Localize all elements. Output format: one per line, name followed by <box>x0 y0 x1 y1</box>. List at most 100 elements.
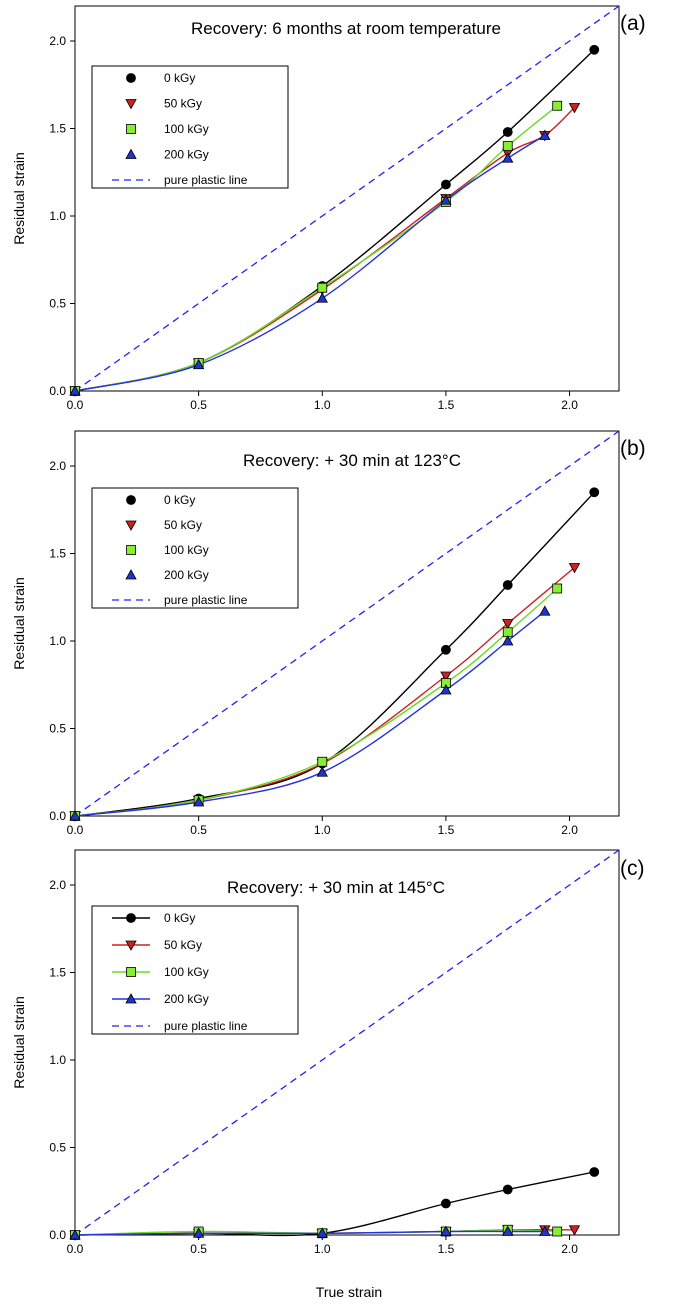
legend-marker <box>126 913 136 923</box>
x-tick-label: 0.5 <box>190 823 207 837</box>
data-point-3 <box>440 684 452 695</box>
y-tick-label: 1.5 <box>49 966 66 980</box>
data-point-1 <box>568 1225 581 1236</box>
legend: 0 kGy 50 kGy 100 kGy 200 kGy pure plastic li… <box>91 487 299 609</box>
data-point-3 <box>69 385 81 396</box>
legend-label: 100 kGy <box>164 122 209 136</box>
data-point-0 <box>441 179 451 190</box>
legend-marker <box>126 73 136 83</box>
x-tick-label: 0.0 <box>67 398 84 412</box>
data-point-3 <box>539 1225 551 1236</box>
y-tick-label: 0.5 <box>49 297 66 311</box>
x-tick-label: 0.5 <box>190 398 207 412</box>
y-tick-label: 2.0 <box>49 878 66 892</box>
x-tick-label: 0.5 <box>190 1242 207 1256</box>
data-point-3 <box>316 292 328 303</box>
legend-entry: 50 kGy <box>125 518 202 532</box>
x-tick-label: 1.5 <box>438 823 455 837</box>
data-point-2 <box>552 583 563 594</box>
x-tick-label: 2.0 <box>561 823 578 837</box>
data-point-1 <box>502 619 514 630</box>
data-point-3 <box>502 1225 514 1236</box>
legend: 0 kGy 50 kGy 100 kGy 200 kGy pure plastic li… <box>91 65 289 189</box>
y-tick-label: 1.0 <box>49 1053 66 1067</box>
x-tick-label: 1.0 <box>314 1242 331 1256</box>
data-point-1 <box>568 103 581 114</box>
legend-entry: 100 kGy <box>126 122 209 136</box>
data-point-2 <box>502 141 513 151</box>
y-tick-label: 1.0 <box>49 634 66 648</box>
legend-entry: 200 kGy <box>112 992 209 1006</box>
legend-marker <box>125 148 137 159</box>
data-point-3 <box>502 152 514 163</box>
series-line-3 <box>74 610 546 817</box>
pure-plastic-line <box>74 849 620 1236</box>
data-point-1 <box>440 671 452 682</box>
y-tick-label: 0.0 <box>49 384 66 398</box>
chart-title: Recovery: + 30 min at 123°C <box>243 451 461 470</box>
legend-marker <box>125 520 137 531</box>
series-line-0 <box>74 491 595 817</box>
x-tick-label: 1.0 <box>314 398 331 412</box>
data-point-3 <box>539 129 551 140</box>
legend-entry: 50 kGy <box>112 938 202 952</box>
y-tick-label: 0.0 <box>49 1228 66 1242</box>
legend-label: 100 kGy <box>164 965 209 979</box>
plot-frame <box>74 430 620 817</box>
legend-label: 200 kGy <box>164 148 209 162</box>
data-point-3 <box>192 1227 205 1238</box>
y-tick-label: 2.0 <box>49 459 66 473</box>
legend-entry: 200 kGy <box>125 568 209 582</box>
legend-entry: pure plastic line <box>112 1019 248 1033</box>
legend-entry: 100 kGy <box>112 965 209 979</box>
data-point-3 <box>316 766 328 777</box>
data-point-0 <box>589 44 600 55</box>
y-tick-label: 2.0 <box>49 34 66 48</box>
legend-label: 200 kGy <box>164 992 209 1006</box>
x-tick-label: 1.5 <box>438 1242 455 1256</box>
x-tick-label: 1.0 <box>314 823 331 837</box>
plot-frame <box>74 5 620 392</box>
panel-label: (b) <box>620 437 646 460</box>
legend-label: pure plastic line <box>164 593 248 607</box>
data-point-0 <box>589 487 600 498</box>
legend-entry: 0 kGy <box>112 911 195 925</box>
pure-plastic-line <box>74 430 620 817</box>
chart-title: Recovery: + 30 min at 145°C <box>227 878 445 897</box>
legend-marker <box>125 569 137 580</box>
legend-label: 100 kGy <box>164 543 209 557</box>
figure-xlabel: True strain <box>316 1284 382 1300</box>
legend-marker <box>126 124 136 134</box>
data-point-3 <box>502 635 514 646</box>
legend-entry: 50 kGy <box>125 97 202 111</box>
y-axis-label: Residual strain <box>11 577 27 670</box>
legend-marker <box>126 495 136 505</box>
data-point-3 <box>192 358 205 370</box>
data-point-0 <box>441 644 451 655</box>
data-point-0 <box>502 580 513 590</box>
data-point-3 <box>69 1229 81 1240</box>
data-point-3 <box>440 1225 452 1236</box>
pure-plastic-line <box>74 5 620 392</box>
x-tick-label: 1.5 <box>438 398 455 412</box>
legend-entry: 200 kGy <box>125 148 209 162</box>
data-point-2 <box>552 100 563 111</box>
data-point-2 <box>317 756 328 767</box>
data-point-0 <box>589 1167 600 1177</box>
legend-marker <box>125 993 137 1004</box>
y-tick-label: 0.5 <box>49 722 66 736</box>
data-point-0 <box>441 1198 451 1209</box>
legend-entry: pure plastic line <box>112 173 248 187</box>
plot-frame <box>74 849 620 1236</box>
legend-label: 0 kGy <box>164 911 195 925</box>
y-axis-label: Residual strain <box>11 996 27 1089</box>
legend-label: 0 kGy <box>164 71 195 85</box>
legend-entry: 0 kGy <box>126 71 195 85</box>
data-point-2 <box>552 1226 563 1237</box>
data-point-2 <box>317 282 328 293</box>
series-line-0 <box>74 1171 595 1237</box>
data-point-1 <box>568 563 581 574</box>
data-point-0 <box>502 127 513 137</box>
legend-marker <box>125 940 137 951</box>
